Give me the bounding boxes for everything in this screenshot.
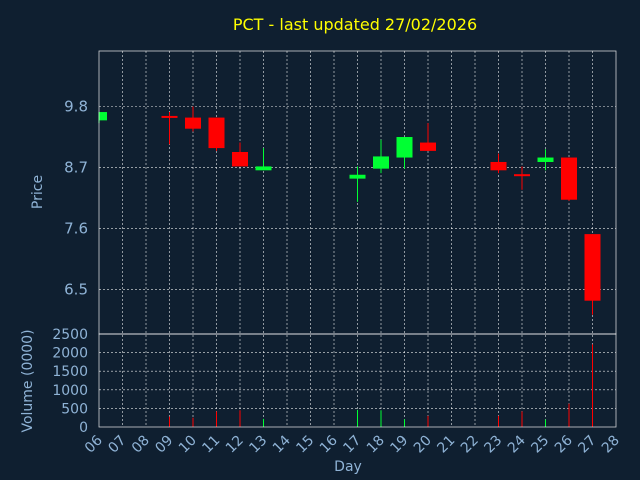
price-tick-label: 9.8	[64, 97, 88, 115]
volume-layer	[169, 344, 593, 427]
price-axis-label: Price	[30, 175, 46, 209]
x-tick-label: 10	[176, 433, 200, 457]
candle-body	[255, 166, 272, 171]
price-y-ticks: 6.5 7.6 8.7 9.8	[64, 97, 88, 298]
candle-body	[349, 174, 366, 179]
x-tick-label: 11	[199, 433, 223, 457]
x-tick-label: 21	[434, 433, 458, 457]
price-tick-label: 8.7	[64, 159, 88, 177]
x-tick-label: 28	[599, 433, 623, 457]
chart-title: PCT - last updated 27/02/2026	[233, 15, 477, 34]
x-tick-label: 18	[364, 433, 388, 457]
x-tick-label: 17	[340, 433, 364, 457]
x-tick-label: 27	[575, 433, 599, 457]
volume-tick-label: 1000	[52, 383, 88, 399]
x-tick-label: 08	[129, 433, 153, 457]
price-tick-label: 6.5	[64, 281, 88, 299]
x-tick-label: 06	[82, 432, 106, 456]
price-tick-label: 7.6	[64, 220, 88, 238]
x-tick-label: 19	[387, 433, 411, 457]
grid-layer	[99, 51, 616, 427]
x-ticks: 06 07 08 09 10 11 12 13 14 15 16 17 18 19 20 21 22 23 24 25…	[82, 432, 623, 456]
candle-body	[373, 156, 389, 169]
candle-body	[208, 117, 225, 149]
candle-body	[584, 234, 601, 301]
x-tick-label: 14	[270, 432, 294, 456]
x-tick-label: 20	[411, 433, 435, 457]
x-tick-label: 15	[293, 433, 317, 457]
candle-body	[537, 157, 554, 162]
candle-layer	[98, 106, 601, 315]
volume-tick-label: 0	[79, 420, 88, 436]
volume-tick-label: 500	[61, 401, 88, 417]
x-tick-label: 09	[152, 433, 176, 457]
volume-tick-label: 1500	[52, 364, 88, 380]
candle-body	[420, 142, 436, 151]
candle-body	[561, 157, 577, 200]
candle-body	[161, 115, 178, 118]
candle-body	[99, 112, 107, 121]
candle-body	[232, 151, 248, 167]
volume-axis-label: Volume (0000)	[20, 329, 36, 432]
x-axis-label: Day	[334, 459, 362, 475]
x-tick-label: 16	[317, 432, 341, 456]
volume-panel-frame	[98, 333, 617, 428]
candle-body	[185, 117, 201, 129]
candle-body	[396, 137, 413, 158]
x-tick-label: 25	[528, 433, 552, 457]
x-tick-label: 24	[505, 432, 529, 456]
x-tick-label: 07	[105, 433, 129, 457]
candle-body	[514, 174, 530, 177]
x-tick-label: 22	[458, 433, 482, 457]
x-tick-label: 12	[223, 433, 247, 457]
volume-y-ticks: 0 500 1000 1500 2000 2500	[52, 327, 88, 436]
x-tick-label: 23	[481, 433, 505, 457]
volume-tick-label: 2000	[52, 346, 88, 362]
x-tick-label: 26	[552, 432, 576, 456]
x-tick-label: 13	[246, 433, 270, 457]
candle-body	[490, 161, 507, 171]
volume-tick-label: 2500	[52, 327, 88, 343]
